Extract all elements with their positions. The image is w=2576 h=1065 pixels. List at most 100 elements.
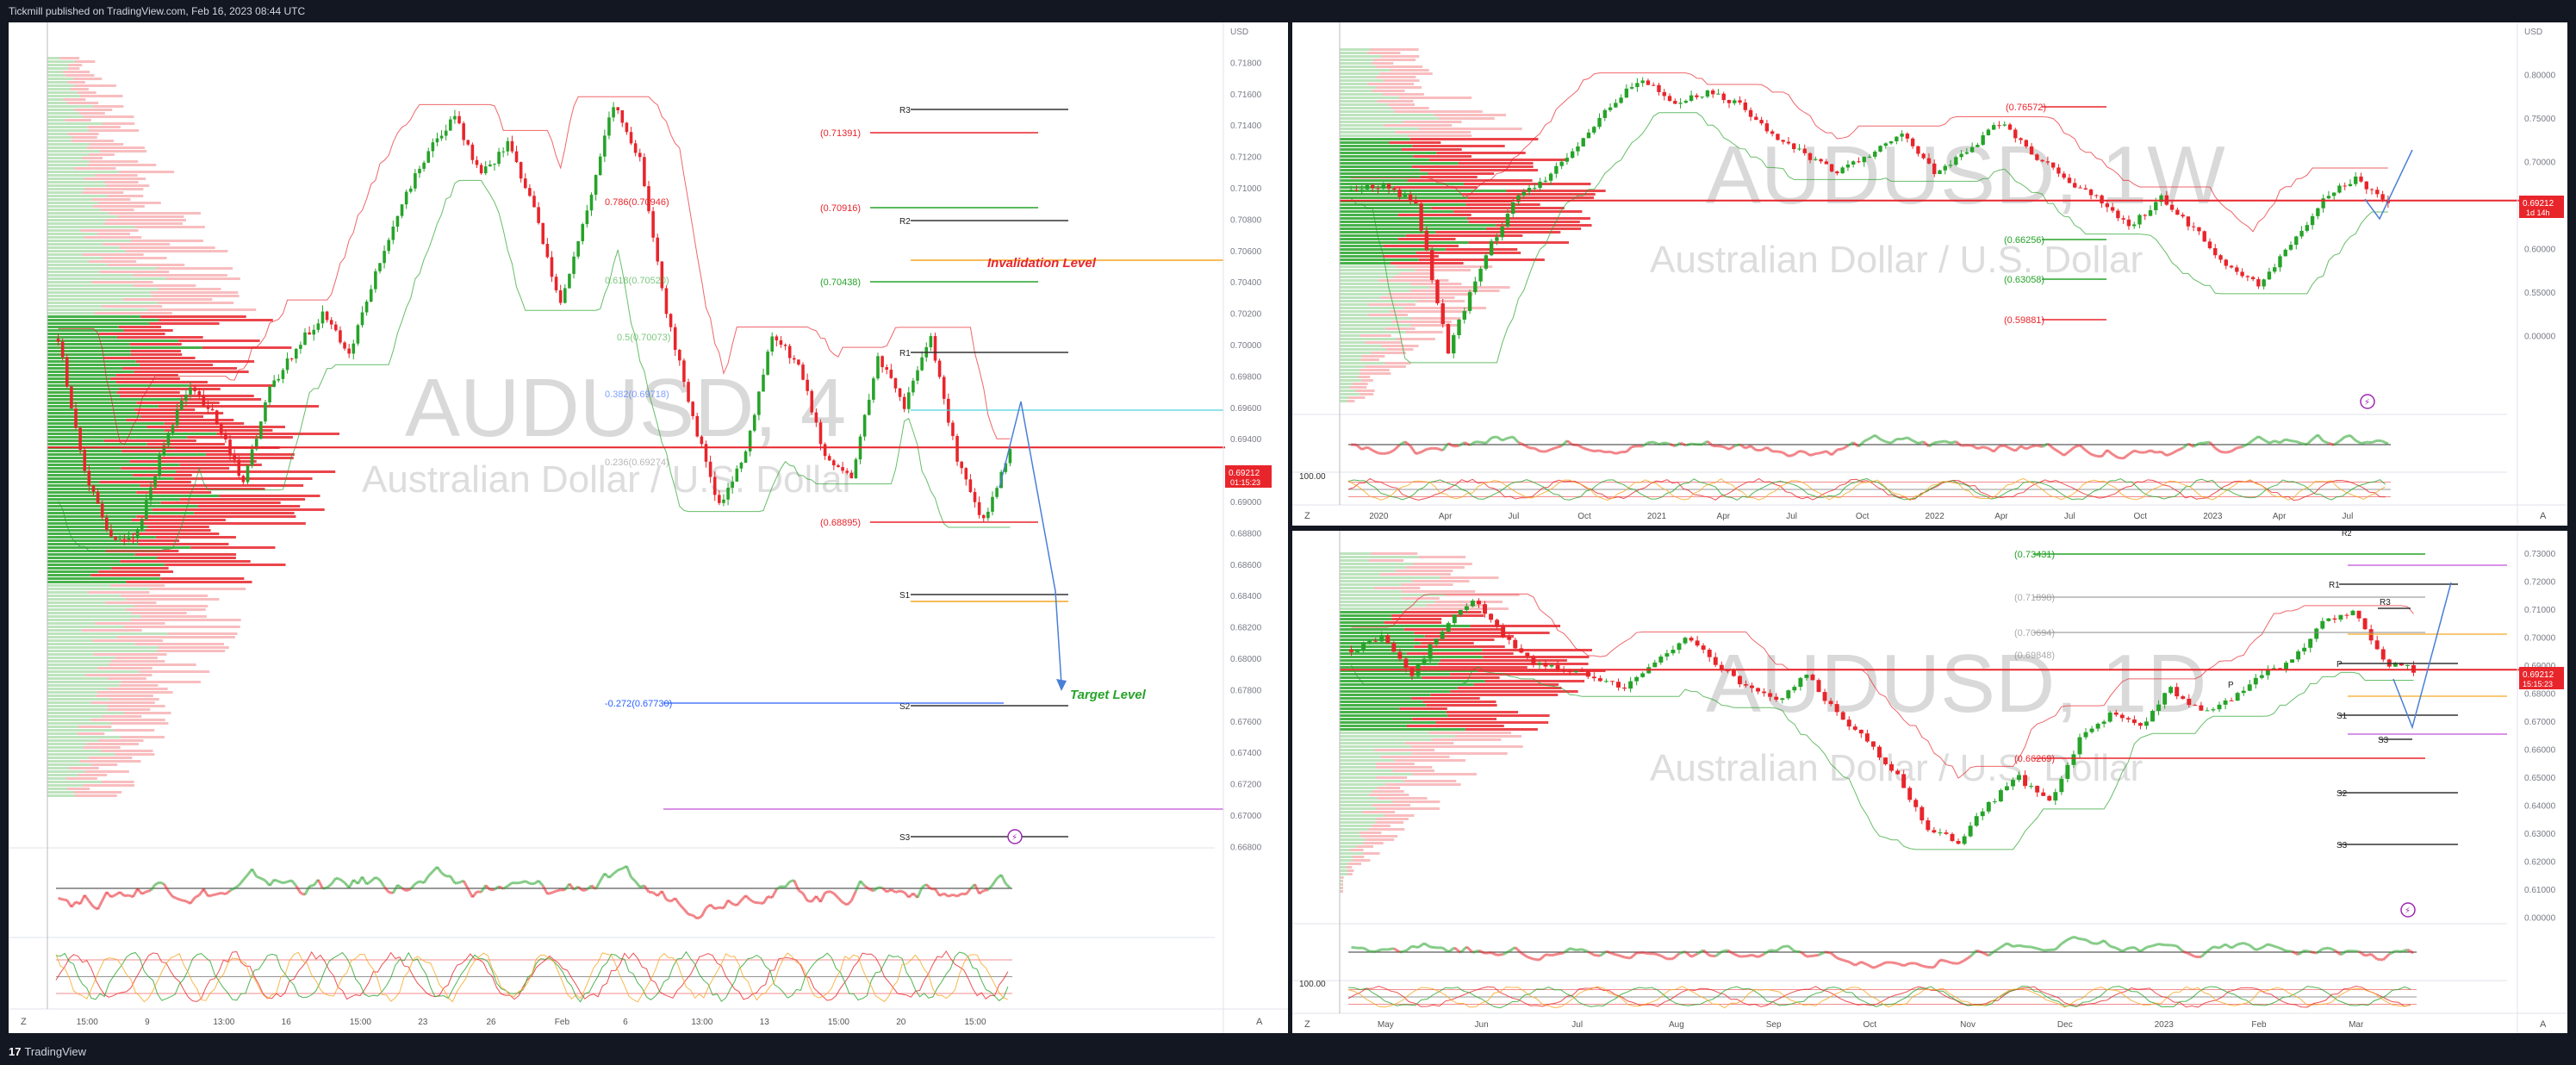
- lightning-icon-1d[interactable]: [2400, 902, 2416, 918]
- osc-seg: [2355, 439, 2362, 445]
- envelope-lines-1w: [1350, 72, 2388, 364]
- tradingview-logo[interactable]: 17 TradingView: [9, 1045, 86, 1058]
- osc-seg: [1982, 951, 1989, 957]
- timezone-button-1d[interactable]: Z: [1304, 1019, 1310, 1030]
- svg-text:⚡: ⚡: [2405, 906, 2411, 916]
- chart-panel-1w[interactable]: AUDUSD, 1W Australian Dollar / U.S. Doll…: [1292, 22, 2567, 526]
- profile-up: [1340, 159, 1430, 161]
- profile-down: [93, 105, 124, 108]
- candle-body: [1662, 91, 1666, 97]
- candle-body: [299, 345, 302, 349]
- candle-body: [1658, 656, 1664, 663]
- candle-body: [2299, 230, 2304, 237]
- candle-body: [2310, 215, 2315, 226]
- profile-down: [130, 240, 204, 242]
- price-axis-label: 0.67200: [1230, 781, 1262, 790]
- candle-body: [787, 346, 792, 358]
- profile-down: [189, 384, 276, 387]
- candle-body: [1424, 230, 1429, 251]
- profile-down: [145, 529, 211, 532]
- profile-down: [88, 164, 157, 166]
- candle-body: [1858, 729, 1864, 734]
- time-axis-label: Mar: [2349, 1020, 2364, 1030]
- osc-seg: [1631, 445, 1638, 448]
- candle-body: [1409, 667, 1415, 676]
- osc-seg: [1588, 448, 1595, 453]
- scale-mode-1d[interactable]: A: [2540, 1019, 2547, 1030]
- candle-body: [1864, 733, 1870, 742]
- candle-body: [1733, 100, 1737, 103]
- candle-body: [2181, 696, 2186, 699]
- profile-up: [47, 198, 92, 201]
- profile-down: [100, 150, 147, 153]
- profile-down: [1478, 670, 1606, 672]
- scale-mode-4h[interactable]: A: [1256, 1017, 1263, 1027]
- osc-seg: [1809, 452, 1816, 457]
- osc-seg: [731, 902, 737, 907]
- osc-seg: [88, 900, 95, 908]
- osc-seg: [1669, 442, 1676, 448]
- profile-up: [1340, 217, 1467, 220]
- profile-up: [47, 757, 90, 759]
- profile-down: [1408, 134, 1472, 137]
- osc-seg: [1690, 952, 1698, 958]
- profile-down: [1450, 673, 1591, 676]
- lightning-icon[interactable]: [1007, 829, 1023, 844]
- profile-up: [1340, 148, 1402, 151]
- osc-seg: [1685, 442, 1692, 447]
- profile-down: [1384, 124, 1453, 127]
- scale-mode-1w[interactable]: A: [2540, 511, 2547, 521]
- timezone-button-1w[interactable]: Z: [1304, 511, 1310, 521]
- chart-4h-svg[interactable]: AUDUSD, 4 Australian Dollar / U.S. Dolla…: [9, 22, 1288, 1033]
- profile-down: [190, 546, 276, 549]
- osc-seg: [1453, 946, 1462, 954]
- profile-up: [47, 191, 83, 194]
- lightning-icon-1w[interactable]: [2360, 394, 2375, 409]
- profile-down: [134, 226, 205, 228]
- profile-up: [47, 732, 78, 735]
- profile-up: [47, 112, 80, 115]
- osc-seg: [781, 885, 786, 889]
- profile-up: [1340, 632, 1415, 634]
- candle-body: [1673, 101, 1677, 104]
- osc-seg: [2181, 442, 2189, 450]
- profile-up: [47, 464, 180, 466]
- stochastic-1d: [1347, 985, 2417, 1009]
- candle-body: [404, 191, 408, 205]
- osc-seg: [1458, 441, 1465, 447]
- osc-seg: [1901, 436, 1908, 441]
- profile-down: [92, 639, 164, 642]
- candle-body: [1549, 665, 1554, 667]
- osc-seg: [1459, 945, 1468, 954]
- candle-body: [1731, 670, 1736, 676]
- chart-1d-svg[interactable]: AUDUSD, 1D Australian Dollar / U.S. Doll…: [1292, 531, 2567, 1033]
- osc-seg: [991, 877, 999, 886]
- profile-up: [47, 743, 87, 745]
- profile-up: [1340, 790, 1372, 793]
- profile-up: [47, 670, 140, 673]
- osc-seg: [1727, 949, 1735, 956]
- osc-seg: [1545, 953, 1552, 957]
- profile-down: [1438, 663, 1589, 665]
- chart-1w-svg[interactable]: AUDUSD, 1W Australian Dollar / U.S. Doll…: [1292, 22, 2567, 526]
- candle-body: [731, 481, 734, 489]
- candle-body: [1403, 194, 1408, 197]
- profile-up: [47, 129, 89, 132]
- candle-body: [1671, 650, 1676, 654]
- profile-down: [165, 277, 240, 280]
- profile-up: [47, 577, 161, 580]
- candle-body: [114, 536, 117, 540]
- fib-levels-1d: (0.73431) (0.71898) (0.70694) (0.69848) …: [2014, 550, 2425, 764]
- chart-panel-1d[interactable]: AUDUSD, 1D Australian Dollar / U.S. Doll…: [1292, 531, 2567, 1033]
- profile-down: [1385, 327, 1416, 330]
- profile-up: [1340, 52, 1367, 54]
- profile-up: [47, 726, 79, 728]
- candle-body: [1531, 657, 1536, 665]
- osc-seg: [1545, 448, 1552, 453]
- timezone-button-4h[interactable]: Z: [21, 1017, 27, 1027]
- profile-up: [47, 260, 90, 263]
- osc-seg: [1605, 950, 1614, 956]
- profile-down: [178, 339, 260, 342]
- chart-panel-4h[interactable]: AUDUSD, 4 Australian Dollar / U.S. Dolla…: [9, 22, 1288, 1033]
- profile-down: [140, 315, 246, 318]
